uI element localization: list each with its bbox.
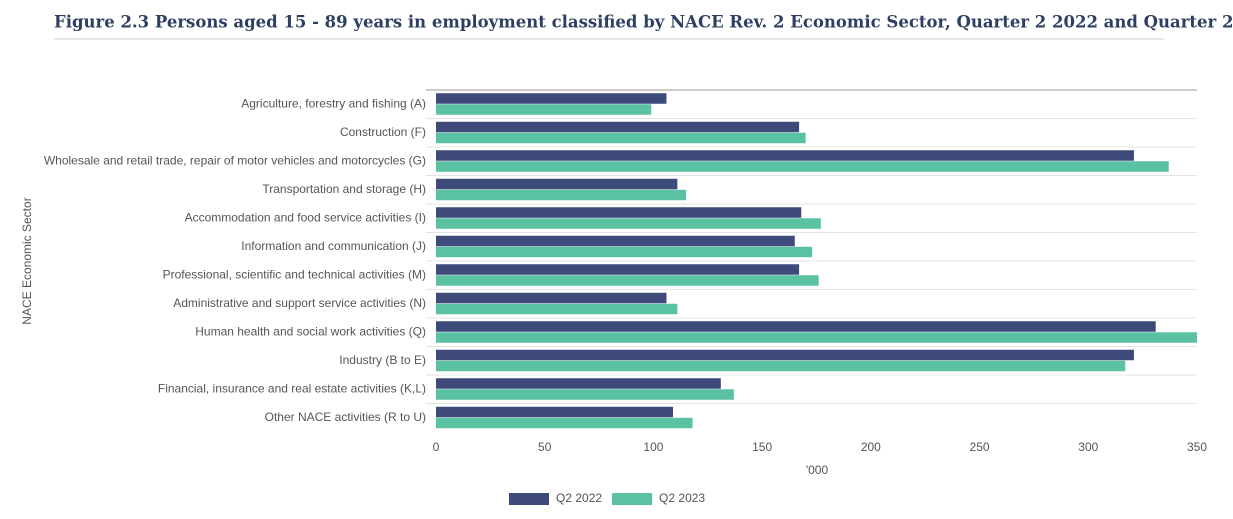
bar — [436, 303, 678, 315]
bar — [436, 292, 667, 304]
bar — [436, 360, 1126, 372]
y-tick-label: Industry (B to E) — [339, 353, 426, 367]
bar — [436, 389, 734, 400]
bar — [436, 264, 800, 275]
x-tick-label: 200 — [861, 440, 881, 454]
bar — [436, 207, 802, 218]
y-tick-label: Financial, insurance and real estate act… — [158, 381, 426, 395]
bar — [436, 349, 1134, 361]
bar — [436, 275, 819, 286]
x-tick-label: 250 — [970, 440, 990, 454]
legend-swatch — [612, 493, 653, 505]
x-tick-label: 0 — [433, 440, 440, 454]
x-tick-label: 100 — [643, 440, 663, 454]
bar — [436, 189, 687, 201]
bar — [436, 218, 821, 229]
y-tick-label: Wholesale and retail trade, repair of mo… — [44, 153, 426, 167]
bar — [436, 178, 678, 190]
y-tick-label: Professional, scientific and technical a… — [163, 267, 426, 281]
bar — [436, 406, 673, 418]
bar — [436, 161, 1169, 172]
bar — [436, 93, 667, 104]
legend-label: Q2 2023 — [659, 491, 705, 505]
x-tick-label: 50 — [538, 440, 552, 454]
bar — [436, 104, 652, 115]
y-tick-label: Other NACE activities (R to U) — [265, 410, 426, 424]
bar — [436, 417, 693, 429]
x-tick-label: 150 — [752, 440, 772, 454]
y-tick-label: Information and communication (J) — [241, 239, 426, 253]
y-axis-title: NACE Economic Sector — [20, 197, 34, 324]
bar — [436, 378, 721, 389]
bar — [436, 150, 1134, 161]
legend-swatch — [509, 493, 549, 505]
x-axis-title: '000 — [806, 463, 829, 477]
bar — [436, 246, 813, 258]
y-tick-label: Accommodation and food service activitie… — [185, 210, 426, 224]
bar — [436, 121, 800, 133]
chart-title: Figure 2.3 Persons aged 15 - 89 years in… — [54, 13, 1233, 32]
y-tick-label: Construction (F) — [340, 125, 426, 139]
bar — [436, 321, 1156, 332]
y-tick-label: Administrative and support service activ… — [173, 296, 426, 310]
legend-label: Q2 2022 — [556, 491, 602, 505]
y-tick-label: Human health and social work activities … — [195, 324, 426, 338]
x-tick-label: 300 — [1078, 440, 1098, 454]
bar — [436, 332, 1197, 343]
y-tick-label: Transportation and storage (H) — [262, 182, 426, 196]
y-tick-label: Agriculture, forestry and fishing (A) — [241, 96, 426, 110]
x-tick-label: 350 — [1187, 440, 1207, 454]
bar — [436, 132, 806, 144]
bar — [436, 235, 795, 247]
